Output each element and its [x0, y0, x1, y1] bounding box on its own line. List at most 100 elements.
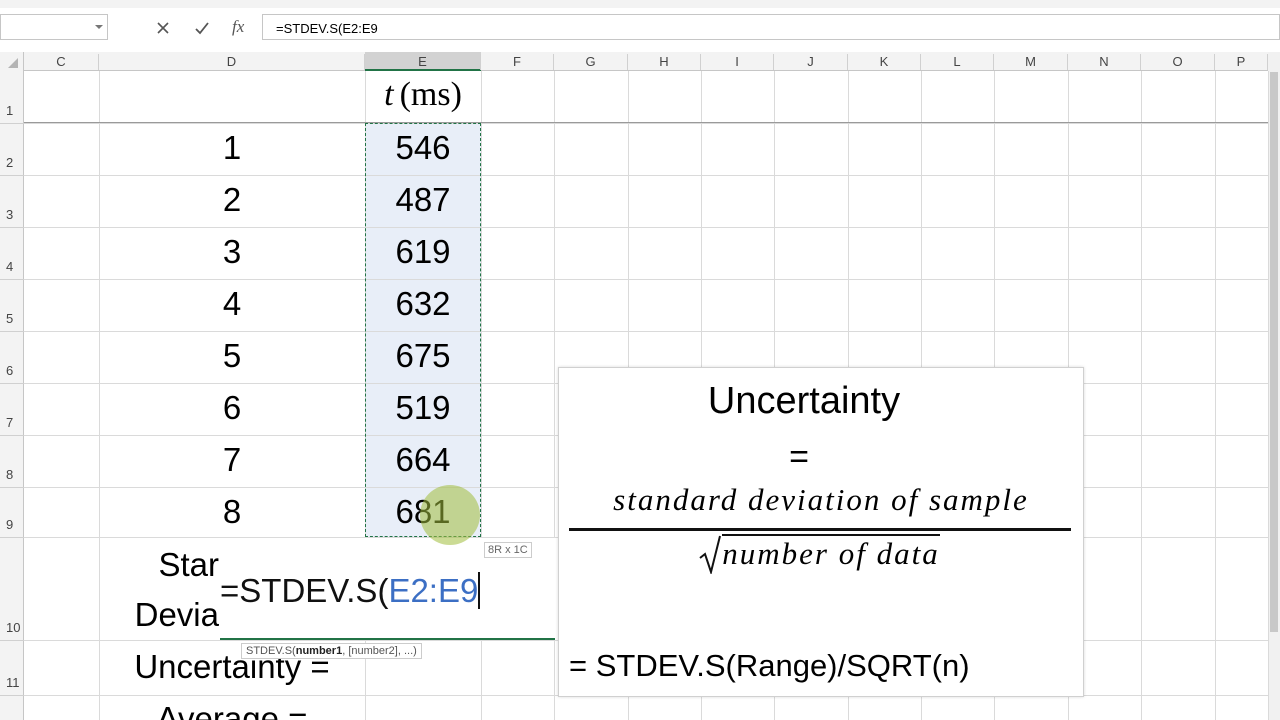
insert-function[interactable]: fx [232, 17, 245, 36]
grid-line [24, 123, 1268, 124]
row-divider [0, 227, 24, 228]
grid-line [24, 175, 1268, 176]
grid-line [1215, 71, 1216, 720]
row-header[interactable]: 2 [6, 155, 14, 170]
column-header-bar [0, 52, 1268, 71]
grid-line [24, 227, 1268, 228]
column-header[interactable]: H [628, 54, 701, 70]
range-tooltip: 8R x 1C [484, 542, 532, 558]
row-header[interactable]: 10 [6, 620, 21, 635]
grid-line [99, 71, 100, 720]
row-divider [0, 435, 24, 436]
cell-index: 5 [222, 337, 242, 374]
row-divider [0, 279, 24, 280]
denominator-text: number of data [722, 534, 940, 571]
variable: t [384, 76, 394, 113]
note-numerator: standard deviation of sample [613, 482, 1029, 517]
formula-input[interactable]: =STDEV.S(E2:E9 [262, 14, 1280, 40]
row-header[interactable]: 5 [6, 311, 14, 326]
row-divider [0, 640, 24, 641]
fraction-bar [569, 528, 1071, 531]
column-header[interactable]: I [701, 54, 774, 70]
column-header[interactable]: E [365, 54, 481, 70]
ribbon-edge [0, 0, 1280, 8]
row-header[interactable]: 6 [6, 363, 14, 378]
enter-button[interactable] [193, 19, 211, 37]
cell-index: 4 [222, 285, 242, 322]
grid-line [24, 331, 1268, 332]
column-header[interactable]: K [848, 54, 921, 70]
cursor-highlight [420, 485, 480, 545]
row-divider [0, 123, 24, 124]
unit: (ms) [399, 76, 462, 113]
cell-value: 664 [395, 441, 451, 478]
grid-line [481, 71, 482, 720]
name-box[interactable] [0, 14, 108, 40]
row-divider [0, 487, 24, 488]
selection-border [365, 123, 481, 537]
row-divider [0, 383, 24, 384]
cell-value: 632 [395, 285, 451, 322]
row-divider [0, 537, 24, 538]
formula-prefix: =STDEV.S( [220, 572, 389, 609]
label: Average = [156, 700, 308, 720]
label: Star [158, 546, 219, 583]
column-header[interactable]: N [1068, 54, 1141, 70]
cell-index: 6 [222, 389, 242, 426]
column-header[interactable]: C [24, 54, 99, 70]
cancel-button[interactable] [154, 19, 172, 37]
row-divider [0, 695, 24, 696]
scrollbar-thumb[interactable] [1270, 72, 1278, 632]
note-equals: = [789, 438, 809, 476]
cell-index: 8 [222, 493, 242, 530]
row-header-bar [0, 52, 24, 720]
note-title: Uncertainty [707, 380, 901, 422]
row-header[interactable]: 1 [6, 103, 14, 118]
radical-sign [699, 535, 722, 576]
grid-line [24, 279, 1268, 280]
label: Devia [134, 596, 219, 633]
cell-index: 7 [222, 441, 242, 478]
column-header[interactable]: D [99, 54, 365, 70]
row-header[interactable]: 11 [6, 675, 20, 690]
grid-line [1268, 71, 1269, 720]
select-all[interactable] [6, 56, 20, 70]
row-header[interactable]: 8 [6, 467, 14, 482]
row-header[interactable]: 9 [6, 517, 14, 532]
formula-range: E2:E9 [388, 572, 481, 609]
column-header[interactable]: M [994, 54, 1068, 70]
row-divider [0, 331, 24, 332]
column-e-header-highlight [365, 52, 481, 71]
function-tooltip[interactable]: STDEV.S(number1, [number2], ...) [241, 643, 422, 659]
column-header[interactable]: J [774, 54, 848, 70]
row-header[interactable]: 7 [6, 415, 14, 430]
tooltip-rest: , [number2], ...) [342, 645, 417, 657]
row-header[interactable]: 4 [6, 259, 14, 274]
column-header[interactable]: O [1141, 54, 1215, 70]
cell-value: 519 [395, 389, 451, 426]
cell-value: 546 [395, 129, 451, 166]
row-header[interactable]: 3 [6, 207, 14, 222]
name-box-arrow[interactable] [94, 23, 104, 31]
cell-value: 619 [395, 233, 451, 270]
note-formula: = STDEV.S(Range)/SQRT(n) [569, 648, 970, 683]
cell-index: 1 [222, 129, 242, 166]
cell-value: 675 [395, 337, 451, 374]
column-header[interactable]: G [554, 54, 628, 70]
column-header[interactable]: L [921, 54, 994, 70]
grid-line [554, 71, 555, 720]
column-header[interactable]: F [481, 54, 554, 70]
tooltip-name: STDEV.S( [246, 645, 296, 657]
cell-border [24, 122, 1268, 123]
note-denominator: number of data [559, 534, 1079, 576]
column-header[interactable]: P [1215, 54, 1268, 70]
row-divider [0, 175, 24, 176]
tooltip-arg: number1 [295, 645, 343, 657]
grid-line [1141, 71, 1142, 720]
cell-e1: t (ms) [365, 76, 481, 114]
cell-value: 487 [395, 181, 451, 218]
selected-range [365, 123, 481, 537]
cell-index: 3 [222, 233, 242, 270]
cell-index: 2 [222, 181, 242, 218]
